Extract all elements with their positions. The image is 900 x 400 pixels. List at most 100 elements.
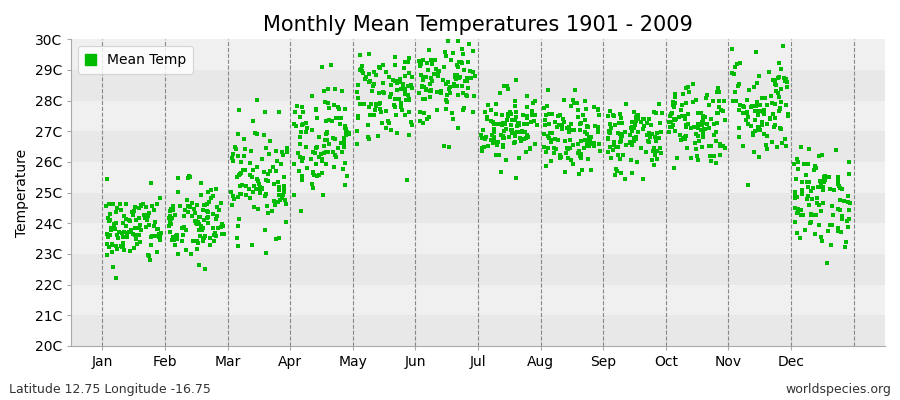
Point [368, 101, 382, 108]
Point [388, 96, 402, 102]
Point [185, 238, 200, 244]
Point [480, 115, 494, 122]
Point [201, 208, 215, 215]
Point [153, 195, 167, 201]
Point [628, 114, 643, 120]
Point [694, 110, 708, 116]
Point [617, 176, 632, 182]
Point [613, 138, 627, 145]
Point [379, 68, 393, 75]
Point [818, 173, 832, 179]
Point [232, 107, 247, 113]
Point [439, 96, 454, 103]
Point [580, 139, 594, 145]
Point [712, 89, 726, 96]
Point [365, 83, 380, 89]
Point [243, 172, 257, 178]
Point [210, 204, 224, 210]
Point [757, 131, 771, 138]
Point [678, 136, 692, 143]
Point [778, 143, 793, 149]
Point [213, 223, 228, 230]
Point [305, 169, 320, 175]
Point [287, 160, 302, 167]
Point [547, 119, 562, 126]
Point [413, 72, 428, 78]
Point [832, 228, 846, 235]
Point [424, 75, 438, 82]
Point [226, 151, 240, 157]
Point [768, 101, 782, 107]
Point [614, 170, 628, 177]
Point [104, 224, 119, 231]
Point [508, 114, 523, 120]
Point [475, 127, 490, 133]
Point [832, 183, 846, 189]
Point [817, 179, 832, 186]
Point [442, 144, 456, 151]
Point [328, 154, 343, 160]
Point [628, 136, 643, 142]
Point [450, 72, 464, 78]
Point [182, 173, 196, 180]
Y-axis label: Temperature: Temperature [15, 148, 29, 237]
Point [132, 205, 147, 211]
Point [839, 239, 853, 246]
Point [149, 201, 164, 207]
Point [823, 222, 837, 229]
Point [315, 170, 329, 176]
Point [746, 132, 760, 138]
Point [382, 120, 396, 126]
Point [296, 155, 310, 162]
Point [362, 51, 376, 57]
Point [842, 207, 857, 213]
Point [751, 124, 765, 130]
Point [698, 95, 713, 101]
Point [379, 124, 393, 131]
Point [831, 225, 845, 232]
Point [246, 166, 260, 173]
Point [587, 142, 601, 149]
Point [274, 148, 289, 155]
Point [689, 97, 704, 103]
Point [325, 149, 339, 156]
Point [503, 109, 517, 116]
Point [196, 201, 211, 208]
Point [771, 94, 786, 100]
Point [492, 152, 507, 158]
Point [773, 98, 788, 105]
Point [744, 123, 759, 130]
Point [101, 234, 115, 241]
Point [566, 100, 580, 106]
Point [697, 126, 711, 132]
Point [768, 122, 782, 128]
Point [495, 120, 509, 127]
Point [554, 126, 569, 132]
Point [526, 118, 541, 124]
Point [395, 107, 410, 113]
Point [711, 98, 725, 104]
Point [116, 229, 130, 236]
Point [802, 146, 816, 152]
Point [110, 204, 124, 211]
Point [204, 195, 219, 202]
Point [275, 152, 290, 158]
Point [277, 185, 292, 191]
Point [668, 94, 682, 100]
Point [679, 122, 693, 128]
Point [100, 241, 114, 248]
Point [771, 107, 786, 114]
Point [680, 144, 694, 151]
Point [249, 97, 264, 104]
Point [580, 156, 595, 163]
Point [185, 200, 200, 206]
Point [209, 215, 223, 222]
Point [274, 194, 289, 201]
Point [420, 60, 435, 66]
Point [399, 97, 413, 103]
Point [381, 117, 395, 124]
Point [831, 206, 845, 212]
Point [699, 92, 714, 98]
Point [197, 233, 211, 239]
Point [582, 141, 597, 147]
